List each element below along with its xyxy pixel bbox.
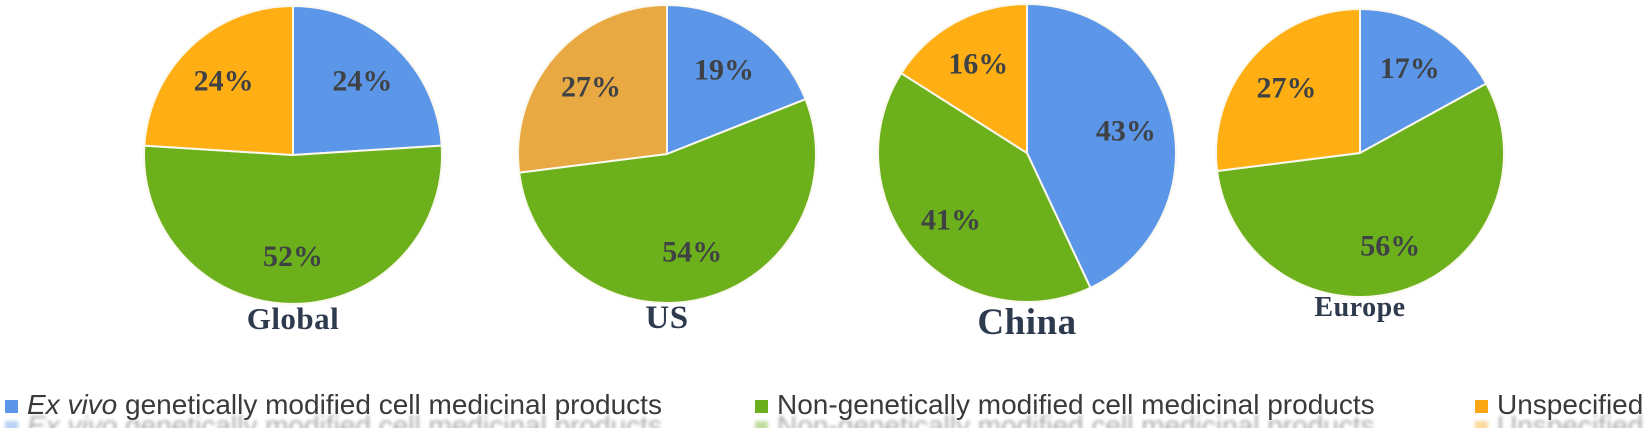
legend-item-ex-vivo: Ex vivo genetically modified cell medici… xyxy=(5,389,662,420)
pie-slice xyxy=(517,4,668,174)
slice-percent-label: 27% xyxy=(1257,72,1317,105)
legend-item-non-genetically: Non-genetically modified cell medicinal … xyxy=(755,389,1375,420)
pie-title-europe: Europe xyxy=(1314,292,1406,323)
pie-svg-global: 24% 52% 24% xyxy=(143,5,443,305)
slice-percent-label: 54% xyxy=(662,236,722,269)
slice-percent-label: 19% xyxy=(694,54,754,87)
pie-slice xyxy=(1216,82,1505,298)
legend-color-swatch-blue-icon xyxy=(5,399,18,413)
slice-percent-label: 52% xyxy=(263,240,323,273)
pie-slice xyxy=(1215,8,1361,173)
pie-slice xyxy=(143,5,294,156)
legend-label-unspecified: Unspecified xyxy=(1497,389,1644,420)
pie-slice xyxy=(666,4,807,155)
slice-percent-label: 56% xyxy=(1360,230,1420,263)
pie-title-global: Global xyxy=(246,301,340,336)
pie-slice xyxy=(292,5,443,156)
slice-percent-label: 16% xyxy=(948,48,1008,81)
pie-slice xyxy=(143,144,443,305)
pie-slice xyxy=(518,98,817,304)
pie-title-china: China xyxy=(977,302,1077,343)
pie-slice xyxy=(877,72,1092,303)
legend: Ex vivo genetically modified cell medici… xyxy=(0,389,1646,420)
legend-item-unspecified: Unspecified xyxy=(1475,389,1644,420)
slice-percent-label: 24% xyxy=(194,65,254,98)
pie-slice xyxy=(1359,8,1488,154)
pie-slice xyxy=(900,3,1028,154)
slice-percent-label: 43% xyxy=(1096,114,1156,147)
slice-percent-label: 24% xyxy=(332,65,392,98)
pie-svg-china: 43% 41% 16% xyxy=(877,3,1177,303)
legend-color-swatch-orange-icon xyxy=(1475,399,1488,413)
pie-chart-us: 19% 54% 27% US xyxy=(517,4,817,337)
slice-percent-label: 41% xyxy=(921,204,981,237)
slice-percent-label: 27% xyxy=(561,71,621,104)
pie-chart-china: 43% 41% 16% China xyxy=(877,3,1177,344)
pie-slice xyxy=(1026,3,1177,289)
legend-label-non-genetically: Non-genetically modified cell medicinal … xyxy=(777,389,1375,420)
legend-color-swatch-green-icon xyxy=(755,399,768,413)
slice-percent-label: 17% xyxy=(1380,52,1440,85)
pie-svg-us: 19% 54% 27% xyxy=(517,4,817,304)
legend-ghost-cropped: Ex vivo genetically modified cell medici… xyxy=(0,410,1646,428)
pie-chart-europe: 17% 56% 27% Europe xyxy=(1215,8,1505,324)
pie-svg-europe: 17% 56% 27% xyxy=(1215,8,1505,298)
pie-chart-global: 24% 52% 24% Global xyxy=(143,5,443,337)
legend-label-ex-vivo: Ex vivo genetically modified cell medici… xyxy=(27,389,662,420)
pie-title-us: US xyxy=(645,300,689,336)
